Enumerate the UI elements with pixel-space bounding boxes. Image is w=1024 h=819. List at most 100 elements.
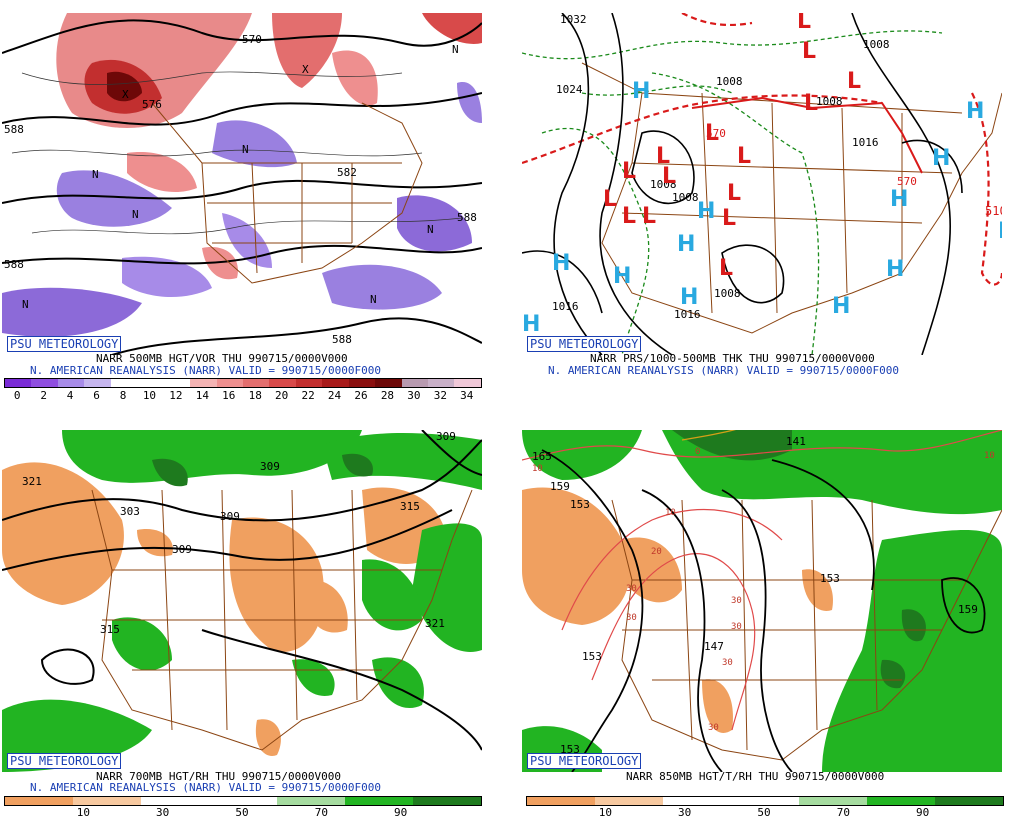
scale-swatch bbox=[867, 797, 935, 805]
isobar-label: 1008 bbox=[714, 287, 741, 300]
contour-label: 141 bbox=[786, 435, 806, 448]
contour-label: 159 bbox=[958, 603, 978, 616]
vort-min-label: N bbox=[132, 208, 139, 221]
caption-line1: NARR 700MB HGT/RH THU 990715/0000V000 bbox=[96, 770, 342, 783]
contour-label: 582 bbox=[337, 166, 357, 179]
high-pressure-marker: H bbox=[680, 285, 698, 310]
scale-tick-label: 30 bbox=[156, 806, 170, 819]
scale-tick-label: 16 bbox=[222, 389, 236, 402]
psu-meteorology-badge: PSU METEOROLOGY bbox=[527, 753, 642, 769]
contour-label: 588 bbox=[4, 123, 24, 136]
high-pressure-marker: H bbox=[966, 99, 984, 124]
scale-tick-label: 10 bbox=[76, 806, 90, 819]
temp-label: 10 bbox=[532, 464, 543, 474]
vort-min-label: N bbox=[92, 168, 99, 181]
panel-850mb-temp-rh: 165 159 153 153 147 153 159 141 153 10 1… bbox=[522, 430, 1002, 772]
scale-tick-label: 34 bbox=[460, 389, 474, 402]
scale-tick-label: 30 bbox=[678, 806, 692, 819]
high-pressure-marker: H bbox=[886, 257, 904, 282]
low-pressure-marker: L bbox=[603, 187, 617, 212]
vort-min-label: N bbox=[370, 293, 377, 306]
isobar-label: 1008 bbox=[816, 95, 843, 108]
scale-swatch bbox=[454, 379, 481, 387]
contour-label: 315 bbox=[400, 500, 420, 513]
contour-label: 309 bbox=[172, 543, 192, 556]
low-pressure-marker: L bbox=[722, 206, 736, 231]
low-pressure-marker: L bbox=[727, 181, 741, 206]
rh-color-scale bbox=[4, 796, 482, 806]
scale-swatch bbox=[799, 797, 867, 805]
isobar-label: 1008 bbox=[672, 191, 699, 204]
map-700mb: 321 303 309 309 309 315 315 321 309 bbox=[2, 430, 482, 772]
temp-label: 10 bbox=[665, 508, 676, 518]
scale-swatch bbox=[190, 379, 217, 387]
contour-label: 588 bbox=[457, 211, 477, 224]
map-500mb: 588 588 576 570 582 588 588 N N N N N N … bbox=[2, 13, 482, 355]
isobar-label: 1008 bbox=[716, 75, 743, 88]
scale-swatch bbox=[5, 379, 32, 387]
scale-tick-label: 32 bbox=[433, 389, 447, 402]
scale-swatch bbox=[375, 379, 402, 387]
scale-tick-label: 6 bbox=[93, 389, 100, 402]
psu-meteorology-badge: PSU METEOROLOGY bbox=[7, 336, 122, 352]
scale-swatch bbox=[242, 379, 270, 387]
low-pressure-marker: L bbox=[622, 159, 636, 184]
high-pressure-marker: H bbox=[890, 187, 908, 212]
scale-tick-label: 50 bbox=[235, 806, 249, 819]
scale-tick-label: 18 bbox=[248, 389, 262, 402]
scale-swatch bbox=[209, 797, 277, 805]
scale-tick-label: 22 bbox=[301, 389, 315, 402]
scale-swatch bbox=[277, 797, 345, 805]
caption-line1: NARR PRS/1000-500MB THK THU 990715/0000V… bbox=[590, 352, 875, 365]
scale-swatch bbox=[163, 379, 191, 387]
contour-label: 570 bbox=[242, 33, 262, 46]
contour-label: 159 bbox=[550, 480, 570, 493]
scale-tick-label: 4 bbox=[66, 389, 74, 402]
temp-label: 0 bbox=[695, 447, 700, 457]
low-pressure-marker: L bbox=[662, 164, 676, 189]
contour-label: 165 bbox=[532, 450, 552, 463]
temp-label: 30 bbox=[731, 596, 742, 606]
scale-swatch bbox=[595, 797, 663, 805]
vort-min-label: N bbox=[427, 223, 434, 236]
high-pressure-marker: H bbox=[613, 264, 631, 289]
scale-swatch bbox=[84, 379, 111, 387]
scale-swatch bbox=[935, 797, 1003, 805]
vort-max-label: X bbox=[122, 88, 129, 101]
scale-swatch bbox=[141, 797, 209, 805]
low-pressure-marker: L bbox=[622, 204, 636, 229]
vort-min-label: N bbox=[452, 43, 459, 56]
map-pressure-thickness: 1032 1024 1008 1008 1008 1016 1016 1016 … bbox=[522, 13, 1002, 355]
temp-label: 30 bbox=[731, 622, 742, 632]
low-pressure-marker: L bbox=[642, 204, 656, 229]
isobar-label: 1016 bbox=[674, 308, 701, 321]
isobar-label: 1008 bbox=[863, 38, 890, 51]
scale-tick-label: 24 bbox=[327, 389, 342, 402]
high-pressure-marker: H bbox=[832, 294, 850, 319]
contour-label: 147 bbox=[704, 640, 724, 653]
scale-swatch bbox=[663, 797, 731, 805]
scale-tick-label: 8 bbox=[119, 389, 127, 402]
psu-meteorology-badge: PSU METEOROLOGY bbox=[527, 336, 642, 352]
thickness-label: 570 bbox=[897, 175, 917, 188]
scale-tick-label: 14 bbox=[195, 389, 209, 402]
thickness-label: 570 bbox=[706, 127, 726, 140]
vort-min-label: N bbox=[22, 298, 29, 311]
scale-swatch bbox=[110, 379, 138, 387]
low-pressure-marker: L bbox=[737, 144, 751, 169]
scale-tick-label: 90 bbox=[916, 806, 930, 819]
scale-swatch bbox=[73, 797, 141, 805]
scale-swatch bbox=[137, 379, 164, 387]
temp-label: 30 bbox=[626, 584, 637, 594]
high-pressure-marker: H bbox=[632, 79, 650, 104]
high-pressure-marker: H bbox=[552, 251, 570, 276]
caption-line2: N. AMERICAN REANALYSIS (NARR) VALID = 99… bbox=[30, 364, 381, 377]
scale-tick-label: 12 bbox=[169, 389, 183, 402]
scale-swatch bbox=[345, 797, 413, 805]
caption-line2: N. AMERICAN REANALYSIS (NARR) VALID = 99… bbox=[30, 781, 381, 794]
high-pressure-marker: H bbox=[677, 232, 695, 257]
high-pressure-marker: H bbox=[522, 312, 540, 337]
low-pressure-marker: L bbox=[847, 69, 861, 94]
scale-tick-label: 30 bbox=[407, 389, 421, 402]
caption-line1: NARR 850MB HGT/T/RH THU 990715/0000V000 bbox=[626, 770, 885, 783]
